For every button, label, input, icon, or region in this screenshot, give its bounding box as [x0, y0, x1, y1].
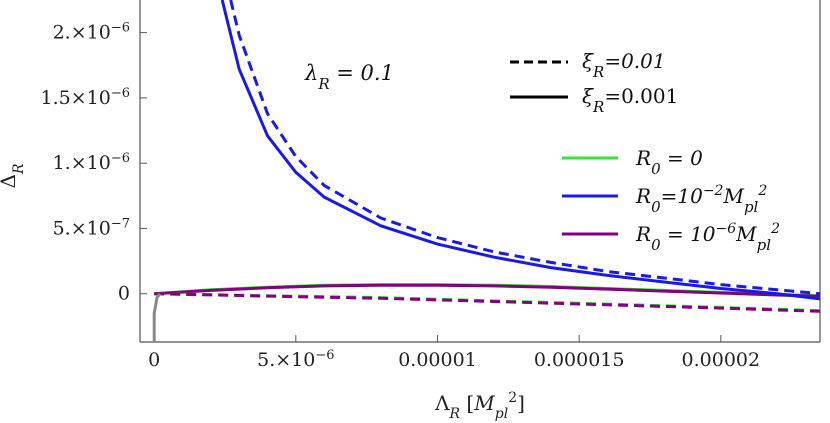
legend-label-xi-0.01: ξR=0.01 — [582, 49, 666, 81]
y-tick-label: 1.×10−6 — [53, 151, 130, 175]
series-line — [154, 283, 820, 298]
axis-ticks: 0 5.×10−6 0.00001 0.000015 0.00002 0 5.×10−7 1.… — [41, 20, 761, 371]
x-tick-label: 0.000015 — [534, 349, 625, 371]
y-tick-label: 1.5×10−6 — [41, 85, 131, 109]
legend-label-r0-1e-6: R0 = 10−6Mpl2 — [635, 221, 780, 254]
x-tick-label: 5.×10−6 — [257, 348, 334, 372]
lambda-annotation: λR = 0.1 — [304, 61, 394, 93]
color-legend: R0 = 0 R0=10−2Mpl2 R0 = 10−6Mpl2 — [562, 146, 780, 254]
y-tick-label: 5.×10−7 — [53, 216, 130, 240]
legend-label-r0-zero: R0 = 0 — [635, 146, 703, 178]
series-line — [152, 292, 162, 342]
x-tick-label: 0 — [148, 349, 160, 371]
y-tick-label: 0 — [118, 283, 130, 305]
y-tick-label: 2.×10−6 — [53, 20, 130, 44]
style-legend: ξR=0.01 ξR=0.001 — [510, 49, 678, 116]
series-line — [154, 292, 820, 313]
legend-label-r0-1e-2: R0=10−2Mpl2 — [635, 183, 767, 216]
y-axis-label: ΔR — [0, 163, 27, 188]
x-tick-label: 0.00002 — [682, 349, 761, 371]
plot-frame — [139, 0, 821, 343]
x-tick-label: 0.00001 — [398, 349, 477, 371]
legend-label-xi-0.001: ξR=0.001 — [582, 84, 678, 116]
series-group — [152, 0, 820, 342]
series-line — [229, 0, 820, 296]
x-axis-label: ΛR [Mpl2] — [434, 390, 525, 422]
series-line — [220, 0, 820, 301]
